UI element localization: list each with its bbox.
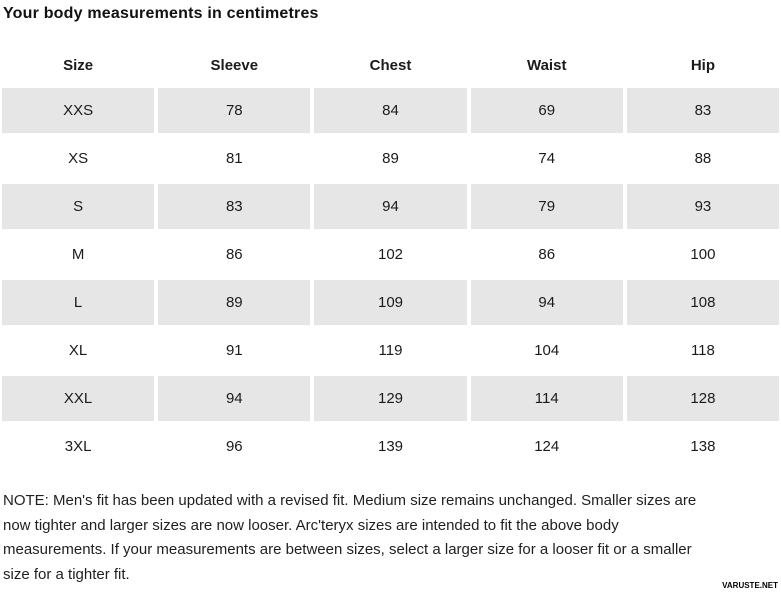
size-label: S xyxy=(2,184,155,229)
waist-value: 86 xyxy=(538,246,556,263)
chest-value: 129 xyxy=(314,376,467,421)
hip-value: 128 xyxy=(626,376,780,421)
sleeve-value: 78 xyxy=(158,88,311,133)
column-header-size: Size xyxy=(63,57,94,74)
chest-value: 119 xyxy=(378,342,403,359)
column-header-chest: Chest xyxy=(369,57,412,74)
hip-value: 83 xyxy=(626,88,780,133)
sleeve-value: 89 xyxy=(158,280,311,325)
chest-value: 89 xyxy=(382,150,399,167)
hip-value: 138 xyxy=(690,438,716,455)
table-row-xl: XL 91 119 104 118 xyxy=(2,328,779,373)
waist-value: 69 xyxy=(470,88,623,133)
table-row-s: S 83 94 79 93 xyxy=(2,184,780,229)
sleeve-value: 86 xyxy=(225,246,243,263)
hip-value: 108 xyxy=(626,280,780,325)
chest-value: 139 xyxy=(377,438,404,455)
table-row-m: M 86 102 86 100 xyxy=(2,232,779,277)
note-line: measurements. If your measurements are b… xyxy=(3,541,692,558)
hip-value: 118 xyxy=(690,342,715,359)
column-header-sleeve: Sleeve xyxy=(210,57,259,74)
chest-value: 109 xyxy=(314,280,467,325)
size-label: XL xyxy=(68,342,88,359)
hip-value: 93 xyxy=(626,184,780,229)
table-header-row: Size Sleeve Chest Waist Hip xyxy=(2,56,779,76)
size-label: XS xyxy=(68,150,89,167)
sleeve-value: 83 xyxy=(158,184,311,229)
sleeve-value: 94 xyxy=(158,376,311,421)
waist-value: 124 xyxy=(534,438,560,455)
sleeve-value: 96 xyxy=(225,438,243,455)
size-label: 3XL xyxy=(64,438,92,455)
fit-note: NOTE: Men's fit has been updated with a … xyxy=(3,489,779,587)
waist-value: 104 xyxy=(534,342,560,359)
size-label: XXL xyxy=(2,376,155,421)
chest-value: 94 xyxy=(314,184,467,229)
size-label: M xyxy=(71,246,85,263)
table-row-xs: XS 81 89 74 88 xyxy=(2,136,779,181)
waist-value: 114 xyxy=(470,376,623,421)
note-line: now tighter and larger sizes are now loo… xyxy=(3,516,619,534)
table-row-xxs: XXS 78 84 69 83 xyxy=(2,88,780,133)
waist-value: 74 xyxy=(538,150,556,167)
table-row-l: L 89 109 94 108 xyxy=(2,280,780,325)
column-header-waist: Waist xyxy=(526,57,567,74)
sleeve-value: 91 xyxy=(225,342,243,359)
sleeve-value: 81 xyxy=(225,150,243,167)
size-chart-table: Size Sleeve Chest Waist Hip XXS 78 84 69… xyxy=(0,56,781,469)
column-header-hip: Hip xyxy=(690,57,715,74)
table-row-3xl: 3XL 96 139 124 138 xyxy=(2,424,779,469)
chest-value: 102 xyxy=(377,246,404,263)
page-title: Your body measurements in centimetres xyxy=(3,5,319,22)
hip-value: 88 xyxy=(694,150,712,167)
note-line: NOTE: Men's fit has been updated with a … xyxy=(3,492,697,509)
waist-value: 79 xyxy=(470,184,623,229)
chest-value: 84 xyxy=(314,88,467,133)
hip-value: 100 xyxy=(690,246,716,263)
table-row-xxl: XXL 94 129 114 128 xyxy=(2,376,780,421)
note-line: size for a tighter fit. xyxy=(3,565,130,583)
waist-value: 94 xyxy=(470,280,623,325)
size-label: L xyxy=(2,280,155,325)
size-label: XXS xyxy=(2,88,155,133)
varuste-net-watermark: VARUSTE.NET xyxy=(722,581,778,590)
